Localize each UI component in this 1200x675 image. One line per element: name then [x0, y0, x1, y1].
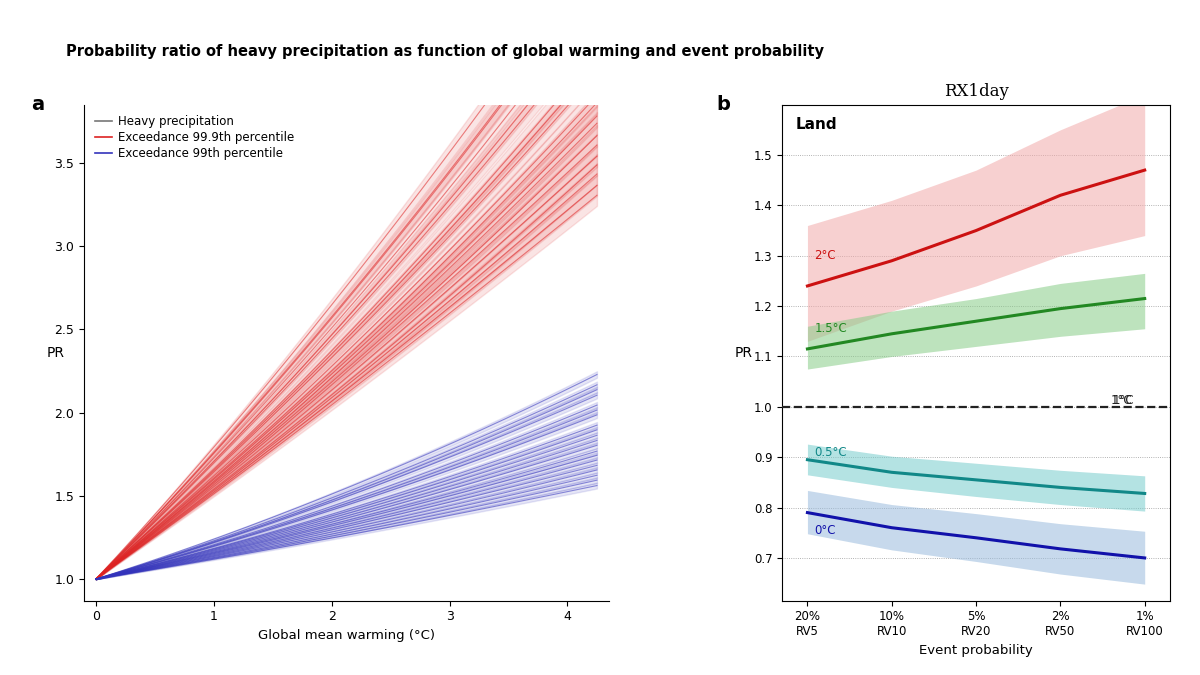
Text: 2°C: 2°C — [814, 249, 836, 262]
Text: 1°C: 1°C — [1111, 394, 1133, 407]
Text: Probability ratio of heavy precipitation as function of global warming and event: Probability ratio of heavy precipitation… — [66, 44, 824, 59]
Text: b: b — [716, 95, 730, 113]
X-axis label: Global mean warming (°C): Global mean warming (°C) — [258, 629, 434, 642]
Y-axis label: PR: PR — [734, 346, 752, 360]
Text: a: a — [31, 95, 44, 113]
Y-axis label: PR: PR — [46, 346, 64, 360]
Text: Land: Land — [796, 117, 838, 132]
Text: 1.5°C: 1.5°C — [814, 322, 847, 335]
Legend: Heavy precipitation, Exceedance 99.9th percentile, Exceedance 99th percentile: Heavy precipitation, Exceedance 99.9th p… — [90, 111, 299, 165]
X-axis label: Event probability: Event probability — [919, 644, 1033, 657]
Text: 0°C: 0°C — [814, 524, 835, 537]
Text: 1°C: 1°C — [1112, 394, 1134, 407]
Text: 0.5°C: 0.5°C — [814, 446, 847, 459]
Title: RX1day: RX1day — [943, 83, 1008, 101]
